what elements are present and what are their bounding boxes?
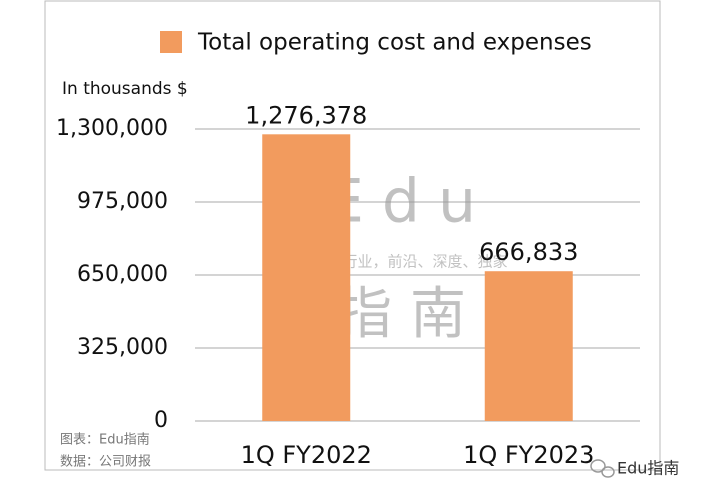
data-label: 666,833 — [479, 238, 578, 266]
legend-swatch — [160, 31, 182, 53]
source-note: 数据：公司财报 — [60, 455, 151, 470]
y-axis-label: In thousands $ — [62, 79, 188, 99]
y-tick-label: 0 — [154, 408, 168, 433]
watermark: Edu — [326, 167, 494, 237]
y-tick-label: 325,000 — [77, 335, 168, 360]
data-label: 1,276,378 — [245, 101, 367, 129]
watermark: 指南 — [336, 282, 484, 347]
legend-label: Total operating cost and expenses — [197, 30, 592, 56]
bar — [262, 134, 351, 422]
x-tick-label: 1Q FY2022 — [241, 441, 372, 469]
brand: Edu指南 — [617, 459, 679, 478]
x-tick-label: 1Q FY2023 — [463, 441, 594, 469]
y-tick-label: 975,000 — [77, 189, 168, 214]
y-tick-label: 1,300,000 — [56, 116, 168, 141]
source-note: 图表：Edu指南 — [60, 432, 150, 448]
brand-icon — [590, 459, 615, 478]
y-tick-label: 650,000 — [77, 262, 168, 287]
bar — [484, 271, 573, 421]
watermark: 教育行业，前沿、深度、独家 — [312, 253, 507, 271]
